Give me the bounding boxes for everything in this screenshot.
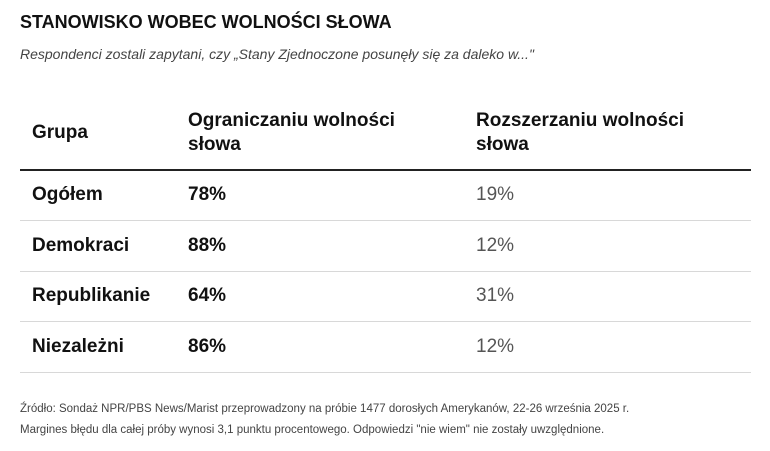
row-rule xyxy=(20,321,751,322)
cell-value: 64% xyxy=(188,285,227,306)
row-label: Niezależni xyxy=(32,335,124,357)
row-rule xyxy=(20,220,751,221)
title: STANOWISKO WOBEC WOLNOŚCI SŁOWA xyxy=(20,12,392,32)
row-rule xyxy=(20,270,751,272)
cell-value: 78% xyxy=(188,184,227,205)
row-label: Demokraci xyxy=(32,234,130,256)
row-rule xyxy=(20,371,751,373)
column-header: Grupa xyxy=(32,122,88,143)
cell-value: 86% xyxy=(188,335,227,357)
cell-value: 88% xyxy=(188,234,227,256)
subtitle: Respondenci zostali zapytani, czy „Stany… xyxy=(20,46,534,62)
column-header: Rozszerzaniu wolności słowa xyxy=(476,110,684,155)
header-rule xyxy=(20,169,751,171)
cell-value: 31% xyxy=(476,285,515,306)
footnote: Źródło: Sondaż NPR/PBS News/Marist przep… xyxy=(20,403,630,415)
row-label: Ogółem xyxy=(32,184,103,205)
cell-value: 12% xyxy=(476,335,515,357)
cell-value: 12% xyxy=(476,234,515,256)
footnote: Margines błędu dla całej próby wynosi 3,… xyxy=(20,424,605,436)
row-label: Republikanie xyxy=(32,285,151,306)
column-header: Ograniczaniu wolności słowa xyxy=(188,110,395,155)
cell-value: 19% xyxy=(476,184,515,205)
